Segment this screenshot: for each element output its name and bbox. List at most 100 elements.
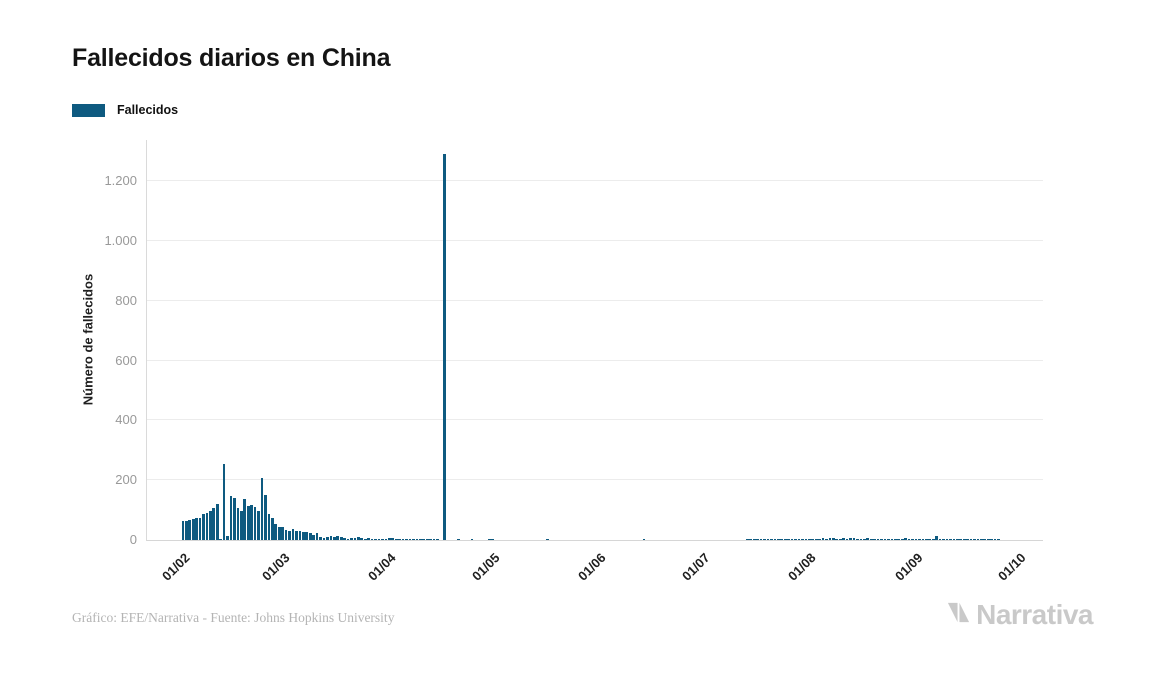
bar-day-190[interactable] (835, 538, 839, 540)
bar-day-195[interactable] (852, 537, 856, 540)
bar-day-213[interactable] (914, 539, 918, 540)
bar-day-62[interactable] (394, 538, 398, 540)
bar-day-53[interactable] (363, 538, 367, 540)
bar-day-182[interactable] (807, 538, 811, 540)
bar-day-56[interactable] (374, 539, 377, 540)
bar-day-231[interactable] (976, 539, 980, 540)
bar-day-181[interactable] (804, 539, 808, 540)
bar-day-43[interactable] (329, 536, 333, 540)
bar-day-205[interactable] (887, 539, 890, 540)
bar-day-61[interactable] (391, 538, 395, 540)
bar-day-211[interactable] (907, 539, 911, 540)
bar-day-175[interactable] (783, 539, 787, 540)
bar-day-193[interactable] (845, 538, 849, 540)
bar-day-11[interactable] (219, 538, 223, 540)
bar-day-200[interactable] (869, 538, 873, 540)
bar-day-6[interactable] (202, 514, 205, 540)
bar-day-236[interactable] (993, 539, 997, 540)
bar-day-176[interactable] (787, 539, 790, 540)
bar-day-14[interactable] (229, 496, 233, 540)
bar-day-207[interactable] (893, 539, 897, 540)
bar-day-185[interactable] (818, 538, 821, 540)
bar-day-1[interactable] (184, 520, 188, 540)
bar-day-106[interactable] (546, 539, 550, 540)
bar-day-45[interactable] (336, 536, 340, 540)
bar-day-70[interactable] (422, 539, 426, 540)
bar-day-164[interactable] (745, 539, 749, 540)
bar-day-172[interactable] (773, 539, 777, 540)
bar-day-220[interactable] (938, 538, 942, 540)
bar-day-48[interactable] (346, 539, 350, 540)
bar-day-24[interactable] (264, 495, 267, 540)
bar-day-50[interactable] (353, 538, 357, 540)
bar-day-188[interactable] (828, 538, 832, 540)
bar-day-167[interactable] (756, 539, 759, 540)
bar-day-206[interactable] (890, 539, 894, 540)
bar-day-20[interactable] (250, 504, 254, 540)
bar-day-187[interactable] (825, 538, 828, 540)
bar-day-7[interactable] (205, 513, 209, 540)
bar-day-237[interactable] (997, 539, 1000, 540)
bar-day-203[interactable] (880, 538, 883, 540)
bar-day-169[interactable] (763, 539, 766, 540)
bar-day-57[interactable] (377, 538, 381, 540)
bar-day-49[interactable] (350, 537, 353, 540)
bar-day-66[interactable] (408, 539, 412, 540)
bar-day-234[interactable] (986, 539, 990, 540)
bar-day-32[interactable] (291, 528, 295, 540)
bar-day-2[interactable] (188, 520, 192, 540)
bar-day-12[interactable] (222, 464, 226, 540)
bar-day-198[interactable] (863, 538, 866, 540)
bar-day-19[interactable] (246, 505, 250, 540)
bar-day-228[interactable] (966, 539, 969, 540)
bar-day-226[interactable] (959, 539, 963, 540)
bar-day-35[interactable] (301, 531, 305, 540)
bar-day-216[interactable] (924, 539, 928, 540)
bar-day-0[interactable] (181, 520, 185, 540)
bar-day-230[interactable] (973, 539, 976, 540)
bar-day-31[interactable] (288, 530, 291, 540)
bar-day-134[interactable] (642, 539, 646, 540)
bar-day-183[interactable] (811, 538, 815, 540)
bar-day-37[interactable] (308, 533, 312, 540)
bar-day-41[interactable] (322, 537, 326, 540)
bar-day-72[interactable] (429, 539, 432, 540)
bar-day-18[interactable] (243, 499, 247, 540)
bar-day-223[interactable] (949, 539, 952, 540)
bar-day-25[interactable] (267, 513, 271, 540)
bar-day-58[interactable] (381, 538, 384, 540)
bar-day-9[interactable] (212, 507, 216, 540)
bar-day-165[interactable] (749, 539, 753, 540)
bar-day-89[interactable] (487, 539, 491, 540)
bar-day-15[interactable] (233, 497, 236, 540)
bar-day-64[interactable] (401, 539, 405, 540)
bar-day-180[interactable] (801, 538, 804, 540)
bar-day-38[interactable] (312, 534, 315, 540)
bar-day-76[interactable] (443, 154, 446, 540)
bar-day-23[interactable] (260, 477, 264, 540)
bar-day-170[interactable] (766, 539, 770, 540)
bar-day-44[interactable] (332, 537, 336, 540)
bar-day-217[interactable] (928, 539, 932, 540)
bar-day-166[interactable] (752, 539, 756, 540)
bar-day-221[interactable] (942, 539, 945, 540)
bar-day-168[interactable] (759, 539, 763, 540)
bar-day-16[interactable] (236, 508, 240, 540)
bar-day-171[interactable] (770, 539, 773, 540)
bar-day-184[interactable] (814, 538, 818, 540)
bar-day-40[interactable] (319, 536, 322, 540)
bar-day-212[interactable] (911, 539, 914, 540)
bar-day-227[interactable] (962, 539, 966, 540)
bar-day-74[interactable] (436, 539, 439, 540)
bar-day-3[interactable] (191, 519, 195, 540)
bar-day-68[interactable] (415, 539, 419, 540)
bar-day-60[interactable] (388, 537, 391, 540)
bar-day-46[interactable] (339, 536, 343, 540)
bar-day-186[interactable] (821, 538, 825, 540)
bar-day-229[interactable] (969, 539, 973, 540)
bar-day-219[interactable] (935, 536, 938, 540)
bar-day-225[interactable] (955, 539, 959, 540)
bar-day-191[interactable] (838, 538, 842, 540)
bar-day-42[interactable] (326, 536, 329, 540)
bar-day-177[interactable] (790, 539, 794, 540)
